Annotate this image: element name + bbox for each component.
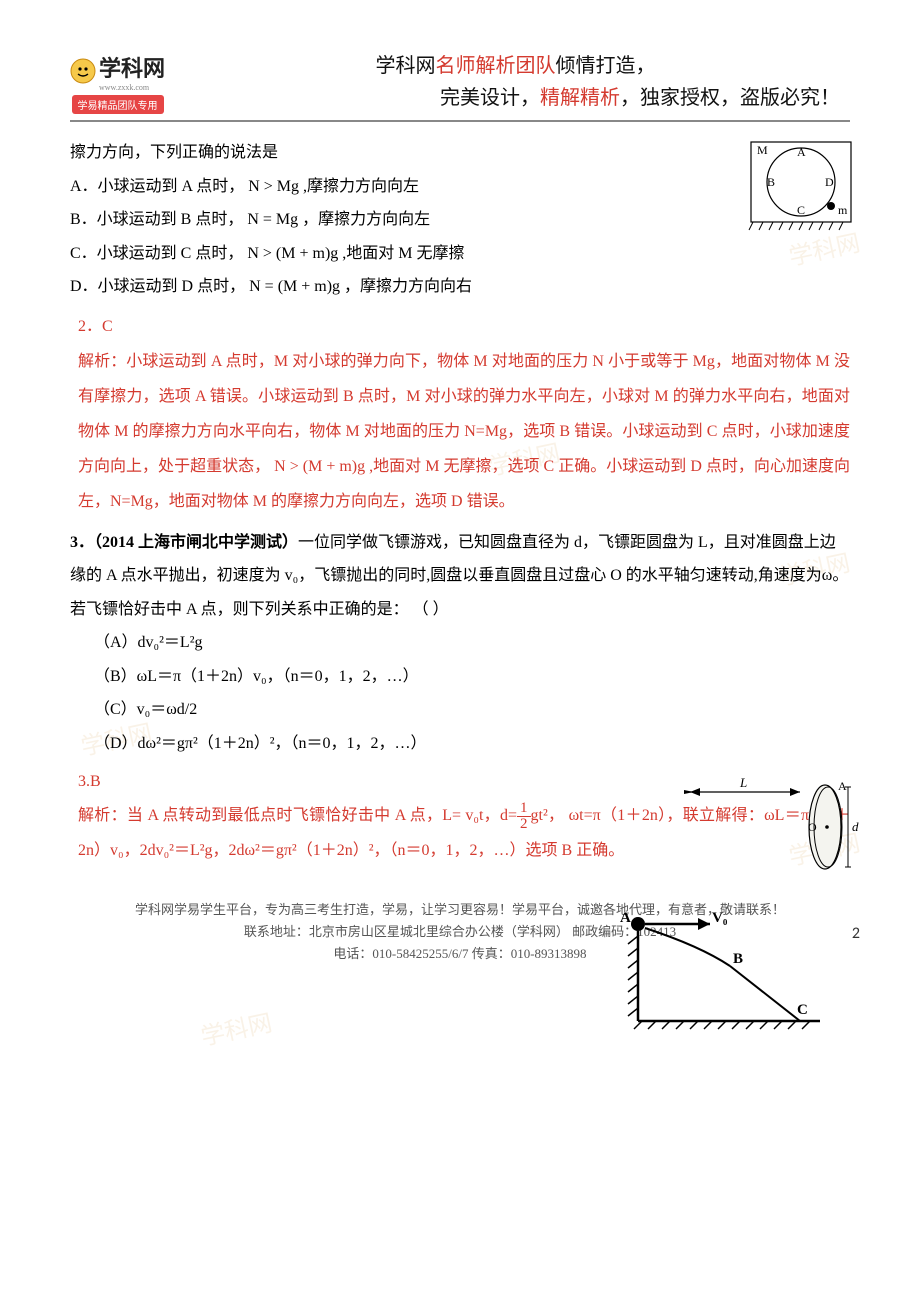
q2-option-a: A．小球运动到 A 点时， N > Mg ,摩擦力方向向左 [70, 170, 850, 204]
figure-circle-abcd: M A B D C m [745, 138, 860, 238]
svg-text:A: A [620, 910, 631, 926]
svg-text:V₀: V₀ [712, 910, 728, 926]
slogan-text: ，独家授权，盗版必究！ [620, 87, 840, 109]
page-content: M A B D C m 擦力方向，下列正确的说法是 A．小球运动到 A 点时， … [70, 136, 850, 869]
q3-option-b: （B）ωL＝π（1＋2n）v₀，（n＝0，1，2，…） [94, 660, 850, 694]
q3-stem: 3．（2014 上海市闸北中学测试）一位同学做飞镖游戏，已知圆盘直径为 d，飞镖… [70, 526, 850, 627]
logo: 学科网 www.zxxk.com 学易精品团队专用 [70, 51, 165, 114]
q2-explanation: 解析：小球运动到 A 点时，M 对小球的弹力向下，物体 M 对地面的压力 N 小… [78, 344, 850, 520]
logo-badge: 学易精品团队专用 [72, 95, 164, 114]
q2-option-c: C．小球运动到 C 点时， N > (M + m)g ,地面对 M 无摩擦 [70, 237, 850, 271]
q3-source: 3．（2014 上海市闸北中学测试） [70, 534, 298, 551]
q3-option-a: （A）dv₀²＝L²g [94, 626, 850, 660]
figure-dart-disc: L A O d [680, 772, 860, 882]
svg-text:L: L [739, 775, 747, 790]
logo-text: 学科网 [99, 51, 165, 83]
svg-text:d: d [852, 819, 859, 834]
page-header: 学科网 www.zxxk.com 学易精品团队专用 学科网名师解析团队倾情打造，… [70, 50, 850, 122]
q2-answer: 2．C [78, 310, 850, 344]
fraction: 12 [517, 801, 531, 832]
fraction-denominator: 2 [517, 817, 531, 832]
logo-url: www.zxxk.com [99, 83, 165, 92]
slogan-text: 学科网 [376, 55, 436, 77]
q3-explain-part1: 解析：当 A 点转动到最低点时飞镖恰好击中 A 点，L= v₀t，d= [78, 807, 517, 824]
slogan-emphasis: 精解精析 [540, 87, 620, 109]
q2-option-d: D．小球运动到 D 点时， N = (M + m)g ，摩擦力方向向右 [70, 270, 850, 304]
svg-text:B: B [733, 951, 743, 967]
q3-option-c: （C）v₀＝ωd/2 [94, 693, 850, 727]
svg-text:C: C [797, 203, 805, 217]
slogan-emphasis: 名师解析团队 [436, 55, 556, 77]
svg-text:D: D [825, 175, 834, 189]
slogan-text: 倾情打造， [556, 55, 656, 77]
q2-option-b: B．小球运动到 B 点时， N = Mg ，摩擦力方向向左 [70, 203, 850, 237]
watermark: 学科网 [197, 1003, 275, 1052]
header-slogan: 学科网名师解析团队倾情打造， 完美设计，精解精析，独家授权，盗版必究！ [181, 50, 850, 114]
logo-icon [70, 58, 96, 84]
q3-option-d: （D）dω²＝gπ²（1＋2n）²，（n＝0，1，2，…） [94, 727, 850, 761]
svg-text:A: A [838, 779, 847, 793]
svg-text:m: m [838, 203, 848, 217]
figure-projectile: A V₀ B C [600, 906, 830, 1046]
svg-text:B: B [767, 175, 775, 189]
svg-text:O: O [808, 820, 817, 834]
svg-text:M: M [757, 143, 768, 157]
svg-text:A: A [797, 145, 806, 159]
page-number: 2 [852, 924, 860, 943]
slogan-text: 完美设计， [440, 87, 540, 109]
fraction-numerator: 1 [517, 801, 531, 817]
q2-stem-tail: 擦力方向，下列正确的说法是 [70, 136, 850, 170]
svg-text:C: C [797, 1002, 808, 1018]
